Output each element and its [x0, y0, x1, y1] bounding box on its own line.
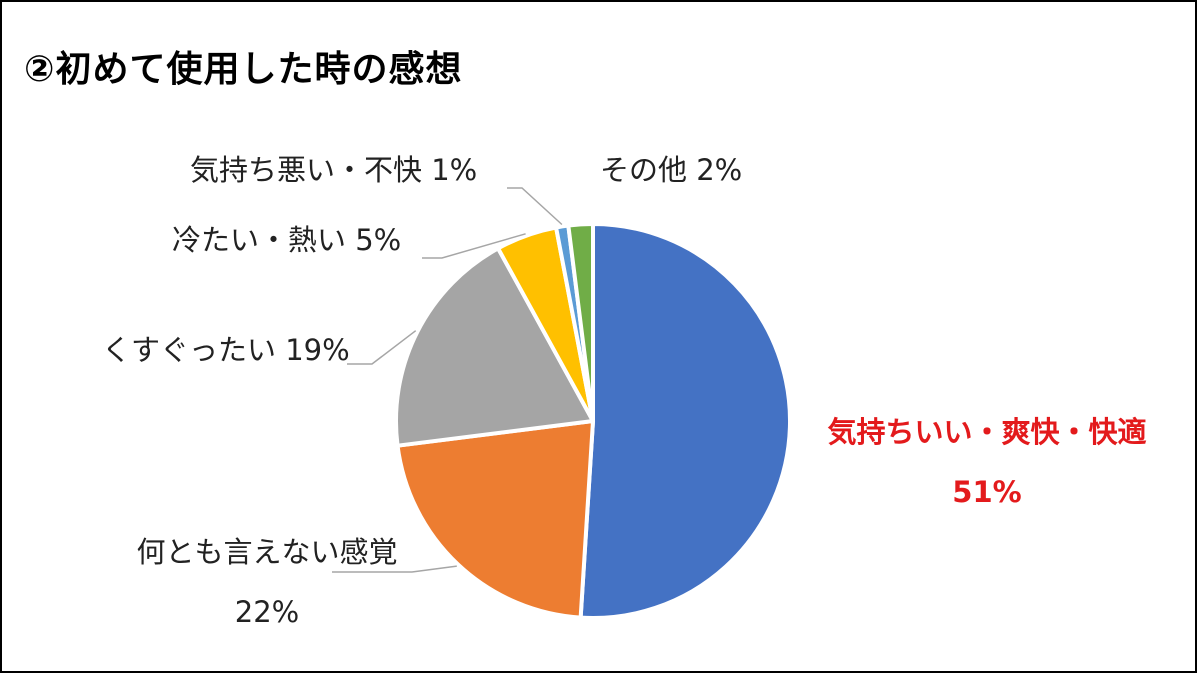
slice-label-4-name: 気持ち悪い・不快 — [190, 153, 422, 187]
slice-label-3: 冷たい・熱い 5% — [172, 223, 401, 257]
leader-line-4 — [507, 187, 563, 226]
leader-line-1 — [332, 565, 457, 573]
leader-line-2 — [347, 330, 417, 365]
slice-label-3-name: 冷たい・熱い — [172, 223, 346, 257]
slice-label-1-name: 何とも言えない感覚 — [136, 535, 397, 569]
slice-label-5-value: 2% — [696, 153, 742, 187]
slice-label-3-value: 5% — [355, 223, 401, 257]
slice-label-1-value: 22% — [235, 595, 299, 629]
pie-slice-1 — [395, 419, 595, 620]
pie-slice-2 — [394, 246, 595, 448]
chart-title: ②初めて使用した時の感想 — [24, 49, 463, 90]
slice-label-4: 気持ち悪い・不快 1% — [190, 153, 477, 187]
slice-label-4-value: 1% — [431, 153, 477, 187]
leader-lines — [332, 187, 563, 573]
slice-label-2-value: 19% — [285, 333, 349, 367]
pie-slices — [394, 221, 792, 620]
slice-label-5: その他 2% — [600, 153, 742, 187]
slice-label-5-name: その他 — [600, 153, 687, 187]
slice-label-0-name: 気持ちいい・爽快・快適 — [827, 415, 1146, 449]
leader-line-3 — [422, 233, 526, 259]
slice-label-0-value: 51% — [952, 475, 1021, 509]
slice-label-2-name: くすぐったい — [102, 333, 276, 367]
pie-slice-0 — [578, 222, 792, 620]
slice-label-2: くすぐったい 19% — [102, 333, 350, 367]
pie-slice-5 — [566, 221, 595, 423]
